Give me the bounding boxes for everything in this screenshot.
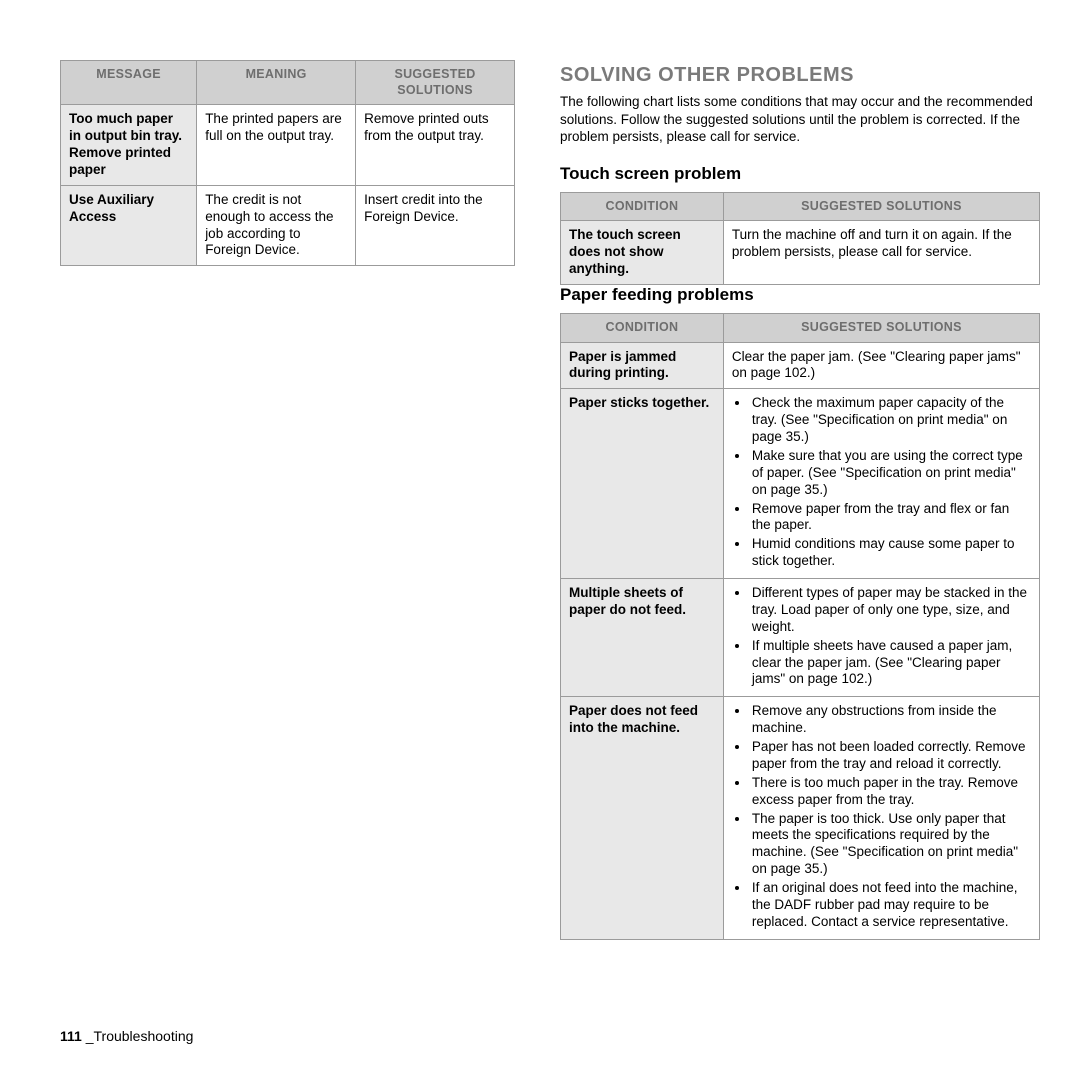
list-item: Humid conditions may cause some paper to… [750,536,1031,570]
cell-solution: Check the maximum paper capacity of the … [723,389,1039,579]
table-row: Paper is jammed during printing. Clear t… [561,342,1040,389]
cell-condition: The touch screen does not show anything. [561,221,724,285]
table-row: Multiple sheets of paper do not feed. Di… [561,579,1040,697]
left-column: MESSAGE MEANING SUGGESTED SOLUTIONS Too … [60,60,515,1080]
list-item: There is too much paper in the tray. Rem… [750,775,1031,809]
col-header-solutions: SUGGESTED SOLUTIONS [723,192,1039,221]
table-row: Paper sticks together. Check the maximum… [561,389,1040,579]
col-header-solutions: SUGGESTED SOLUTIONS [723,313,1039,342]
list-item: Different types of paper may be stacked … [750,585,1031,636]
table-row: The touch screen does not show anything.… [561,221,1040,285]
cell-meaning: The printed papers are full on the outpu… [197,105,356,186]
cell-condition: Paper does not feed into the machine. [561,697,724,939]
list-item: Remove paper from the tray and flex or f… [750,501,1031,535]
cell-message: Use Auxiliary Access [61,185,197,266]
cell-solution: Turn the machine off and turn it on agai… [723,221,1039,285]
subheading-touch: Touch screen problem [560,164,1040,184]
list-item: The paper is too thick. Use only paper t… [750,811,1031,879]
cell-solution: Insert credit into the Foreign Device. [356,185,515,266]
cell-solution: Remove printed outs from the output tray… [356,105,515,186]
footer-label: _Troubleshooting [86,1028,194,1044]
list-item: If an original does not feed into the ma… [750,880,1031,931]
touch-table: CONDITION SUGGESTED SOLUTIONS The touch … [560,192,1040,285]
cell-solution: Clear the paper jam. (See "Clearing pape… [723,342,1039,389]
message-table: MESSAGE MEANING SUGGESTED SOLUTIONS Too … [60,60,515,266]
paper-table: CONDITION SUGGESTED SOLUTIONS Paper is j… [560,313,1040,940]
table-row: Use Auxiliary Access The credit is not e… [61,185,515,266]
cell-message: Too much paper in output bin tray. Remov… [61,105,197,186]
table-row: Too much paper in output bin tray. Remov… [61,105,515,186]
col-header-condition: CONDITION [561,192,724,221]
page-number: 111 [60,1028,82,1044]
list-item: If multiple sheets have caused a paper j… [750,638,1031,689]
col-header-condition: CONDITION [561,313,724,342]
list-item: Remove any obstructions from inside the … [750,703,1031,737]
page-footer: 111 _Troubleshooting [60,1028,193,1044]
col-header-message: MESSAGE [61,61,197,105]
col-header-meaning: MEANING [197,61,356,105]
cell-solution: Remove any obstructions from inside the … [723,697,1039,939]
list-item: Paper has not been loaded correctly. Rem… [750,739,1031,773]
cell-condition: Paper sticks together. [561,389,724,579]
intro-text: The following chart lists some condition… [560,93,1040,146]
subheading-paper: Paper feeding problems [560,285,1040,305]
cell-condition: Paper is jammed during printing. [561,342,724,389]
section-title: SOLVING OTHER PROBLEMS [560,64,1040,87]
list-item: Make sure that you are using the correct… [750,448,1031,499]
col-header-solutions: SUGGESTED SOLUTIONS [356,61,515,105]
cell-meaning: The credit is not enough to access the j… [197,185,356,266]
page: MESSAGE MEANING SUGGESTED SOLUTIONS Too … [0,0,1080,1080]
table-row: Paper does not feed into the machine. Re… [561,697,1040,939]
cell-condition: Multiple sheets of paper do not feed. [561,579,724,697]
right-column: SOLVING OTHER PROBLEMS The following cha… [560,60,1040,1080]
cell-solution: Different types of paper may be stacked … [723,579,1039,697]
list-item: Check the maximum paper capacity of the … [750,395,1031,446]
